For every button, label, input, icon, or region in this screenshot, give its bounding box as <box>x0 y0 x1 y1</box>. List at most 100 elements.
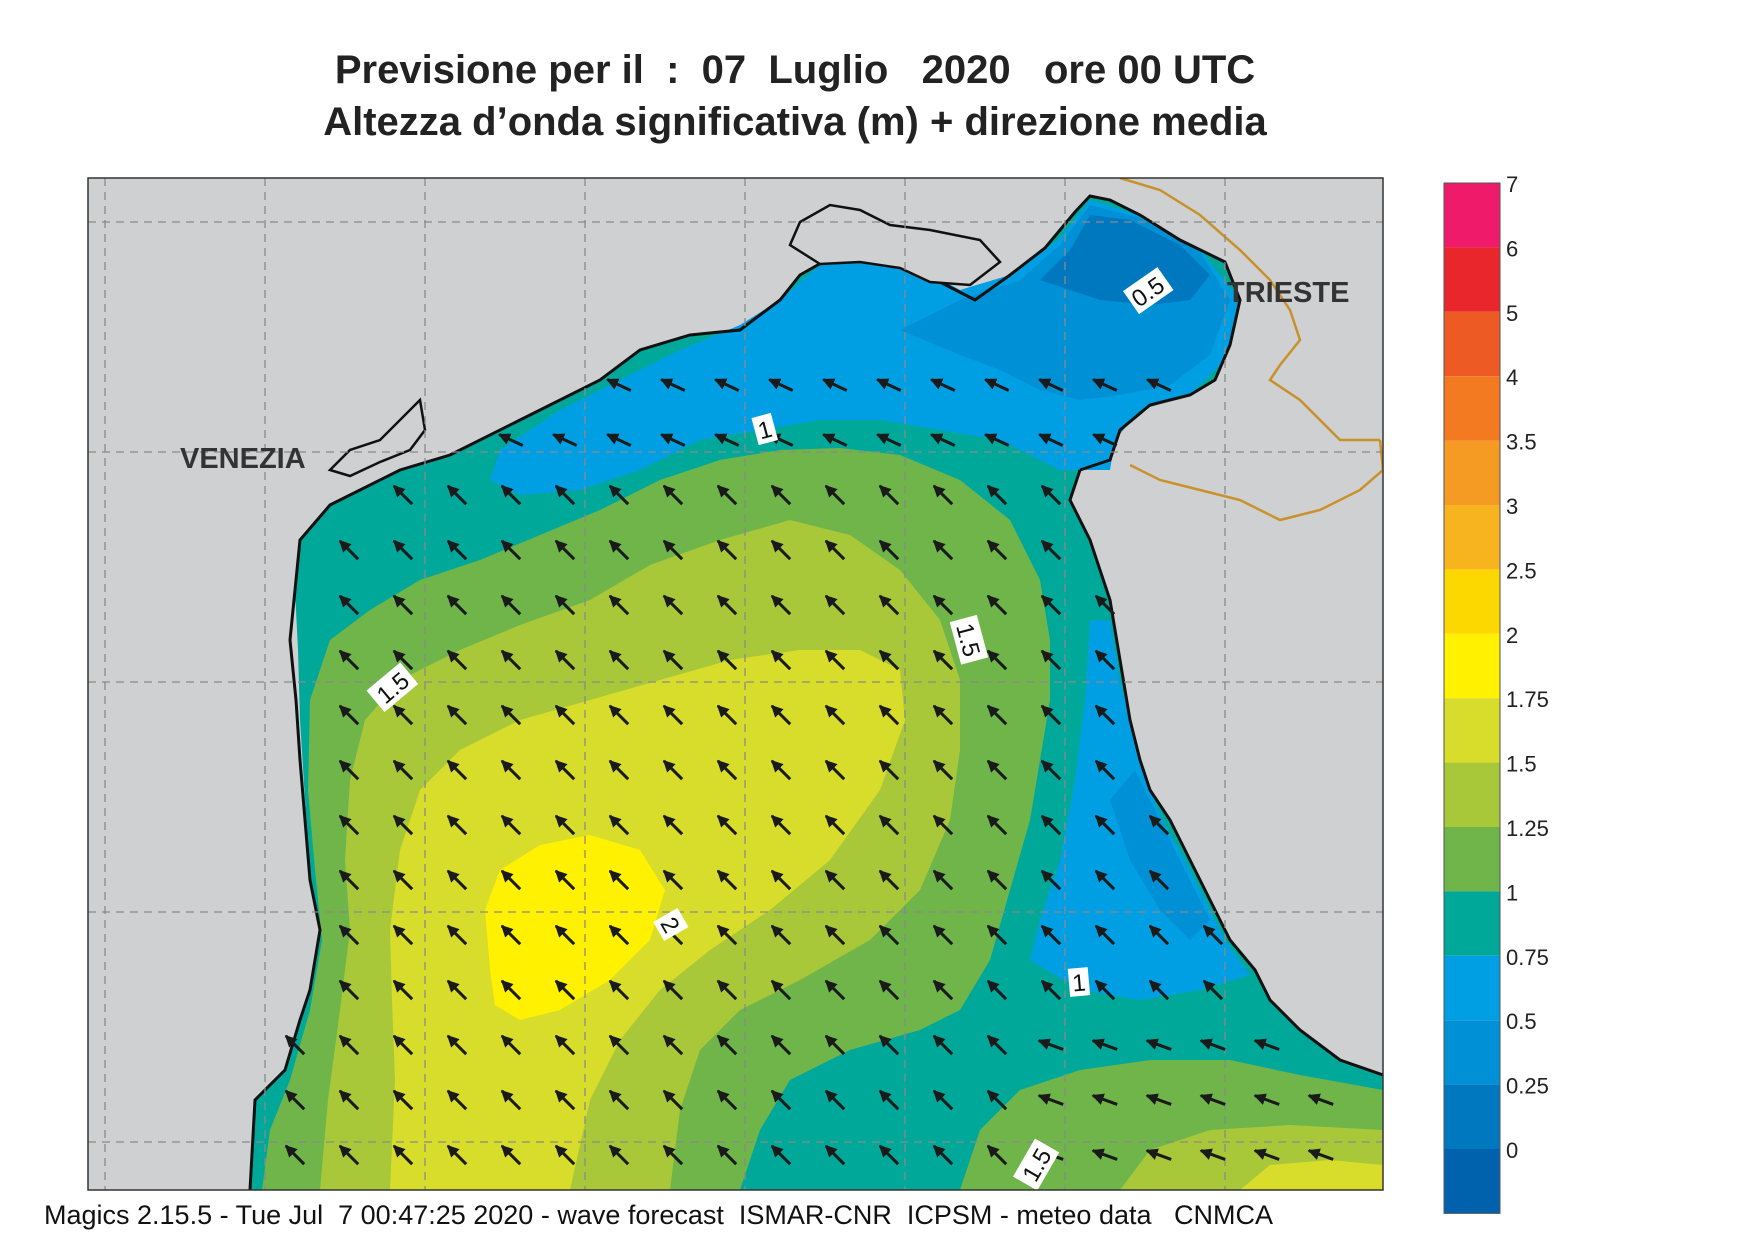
graticule <box>88 178 1383 1190</box>
direction-arrow <box>770 759 792 781</box>
direction-arrow <box>608 759 630 781</box>
direction-arrow <box>554 539 576 561</box>
direction-arrow <box>338 594 360 616</box>
direction-arrow <box>984 433 1010 447</box>
direction-arrow <box>770 594 792 616</box>
direction-arrow <box>446 1089 468 1111</box>
direction-arrow <box>1040 979 1062 1001</box>
direction-arrow <box>876 433 902 447</box>
direction-arrow <box>878 704 900 726</box>
colorbar-tick-label: 4 <box>1506 365 1518 390</box>
direction-arrow <box>392 979 414 1001</box>
colorbar-tick-label: 3.5 <box>1506 430 1537 455</box>
direction-arrow <box>878 869 900 891</box>
direction-arrow <box>716 979 738 1001</box>
direction-arrow <box>1040 484 1062 506</box>
colorbar-swatch <box>1444 955 1500 1021</box>
direction-arrow <box>554 484 576 506</box>
direction-arrow <box>986 979 1008 1001</box>
direction-arrow <box>716 594 738 616</box>
direction-arrow <box>338 924 360 946</box>
direction-arrow <box>932 1144 954 1166</box>
direction-arrow <box>824 924 846 946</box>
direction-arrow <box>554 1034 576 1056</box>
direction-arrow <box>876 378 902 392</box>
direction-arrow <box>500 484 522 506</box>
direction-arrow <box>606 433 632 447</box>
direction-arrow <box>1092 378 1118 392</box>
footer-credits: Magics 2.15.5 - Tue Jul 7 00:47:25 2020 … <box>44 1200 1273 1230</box>
direction-arrow <box>1307 1093 1334 1106</box>
direction-arrow <box>284 1034 306 1056</box>
direction-arrow <box>338 979 360 1001</box>
direction-arrow <box>714 378 740 392</box>
colorbar-swatch <box>1444 827 1500 892</box>
direction-arrow <box>608 484 630 506</box>
direction-arrow <box>1038 378 1064 392</box>
direction-arrow <box>770 484 792 506</box>
coastline-west <box>248 589 322 1190</box>
direction-arrow <box>1148 814 1170 836</box>
direction-arrow <box>824 594 846 616</box>
direction-arrow <box>608 704 630 726</box>
direction-arrow <box>392 1144 414 1166</box>
direction-arrow <box>554 704 576 726</box>
direction-arrow <box>1094 704 1116 726</box>
direction-arrow <box>932 924 954 946</box>
direction-arrow <box>986 759 1008 781</box>
grado-lagoon <box>788 203 1002 287</box>
direction-arrow <box>1199 1038 1226 1051</box>
direction-arrow <box>392 539 414 561</box>
direction-arrow <box>768 378 794 392</box>
direction-arrow <box>824 539 846 561</box>
direction-arrow <box>1199 1148 1226 1161</box>
direction-arrow <box>500 759 522 781</box>
direction-arrow <box>662 1089 684 1111</box>
direction-arrow <box>392 484 414 506</box>
colorbar-tick-label: 5 <box>1506 301 1518 326</box>
direction-arrow <box>554 594 576 616</box>
colorbar-swatch <box>1444 633 1500 699</box>
direction-arrow <box>878 1089 900 1111</box>
direction-arrow <box>878 594 900 616</box>
direction-arrow <box>1094 979 1116 1001</box>
direction-arrow <box>1148 979 1170 1001</box>
direction-arrow <box>932 649 954 671</box>
direction-arrow <box>338 539 360 561</box>
direction-arrow <box>500 1144 522 1166</box>
direction-arrow <box>824 759 846 781</box>
direction-arrow <box>824 704 846 726</box>
direction-arrow <box>770 814 792 836</box>
direction-arrow <box>878 814 900 836</box>
direction-arrow <box>1094 759 1116 781</box>
direction-arrow <box>498 433 524 447</box>
colorbar-swatch <box>1444 698 1500 763</box>
direction-arrow <box>500 814 522 836</box>
colorbar-tick-label: 0.75 <box>1506 945 1549 970</box>
direction-arrow <box>662 869 684 891</box>
direction-arrow <box>662 1034 684 1056</box>
direction-arrow <box>932 869 954 891</box>
direction-arrow <box>338 759 360 781</box>
direction-arrow <box>392 1034 414 1056</box>
direction-arrow <box>824 649 846 671</box>
colorbar-tick-label: 7 <box>1506 172 1518 197</box>
direction-arrow <box>824 1089 846 1111</box>
colorbar-tick-label: 0.25 <box>1506 1074 1549 1099</box>
direction-arrow <box>770 704 792 726</box>
direction-arrow <box>822 433 848 447</box>
direction-arrow <box>984 378 1010 392</box>
direction-arrow <box>554 649 576 671</box>
colorbar-swatch <box>1444 505 1500 570</box>
direction-arrow <box>446 594 468 616</box>
colorbar-tick-label: 1 <box>1506 880 1518 905</box>
colorbar-tick-label: 3 <box>1506 494 1518 519</box>
direction-arrow <box>608 539 630 561</box>
direction-arrow <box>1040 759 1062 781</box>
colorbar-swatch <box>1444 440 1500 505</box>
map-frame <box>87 177 1384 1191</box>
direction-arrow <box>1094 649 1116 671</box>
direction-arrow <box>608 1144 630 1166</box>
direction-arrow <box>446 759 468 781</box>
direction-arrow <box>392 869 414 891</box>
